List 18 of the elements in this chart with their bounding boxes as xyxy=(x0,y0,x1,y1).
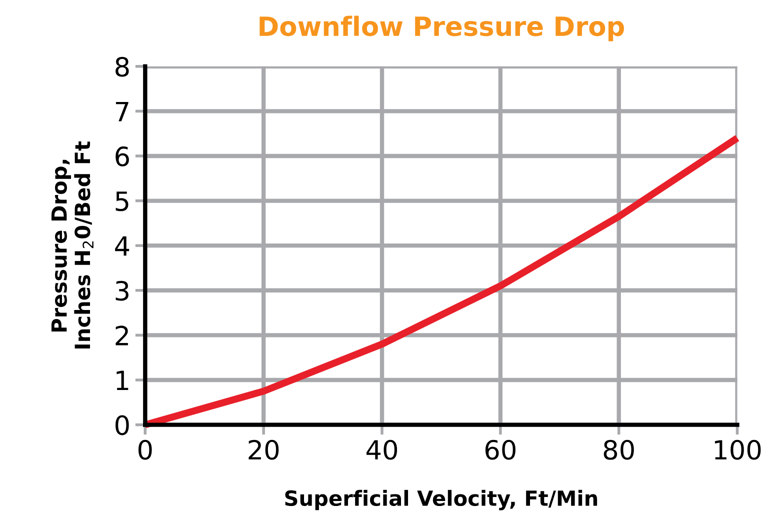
y-tick-label: 6 xyxy=(116,146,129,166)
y-tick-label: 5 xyxy=(116,192,128,212)
y-tick-label: 4 xyxy=(115,236,130,256)
y-tick-label: 1 xyxy=(116,370,128,390)
x-tick-label: 80 xyxy=(604,440,634,460)
x-tick-label: 100 xyxy=(714,440,761,460)
x-tick-label: 20 xyxy=(248,440,279,460)
y-tick-label: 7 xyxy=(116,102,128,122)
y-tick-label: 3 xyxy=(116,280,128,301)
chart-title: Downflow Pressure Drop xyxy=(260,16,624,42)
x-tick-label: 60 xyxy=(485,440,516,460)
x-tick-label: 0 xyxy=(138,440,152,460)
y-tick-label: 2 xyxy=(116,326,128,346)
x-tick-label: 40 xyxy=(366,440,398,460)
x-axis-title: Superficial Velocity, Ft/Min xyxy=(285,490,598,510)
y-tick-label: 0 xyxy=(116,415,129,436)
y-tick-label: 8 xyxy=(116,56,129,77)
y-axis-title: Pressure Drop, Inches H$_{2}$0/Bed Ft xyxy=(51,141,94,348)
